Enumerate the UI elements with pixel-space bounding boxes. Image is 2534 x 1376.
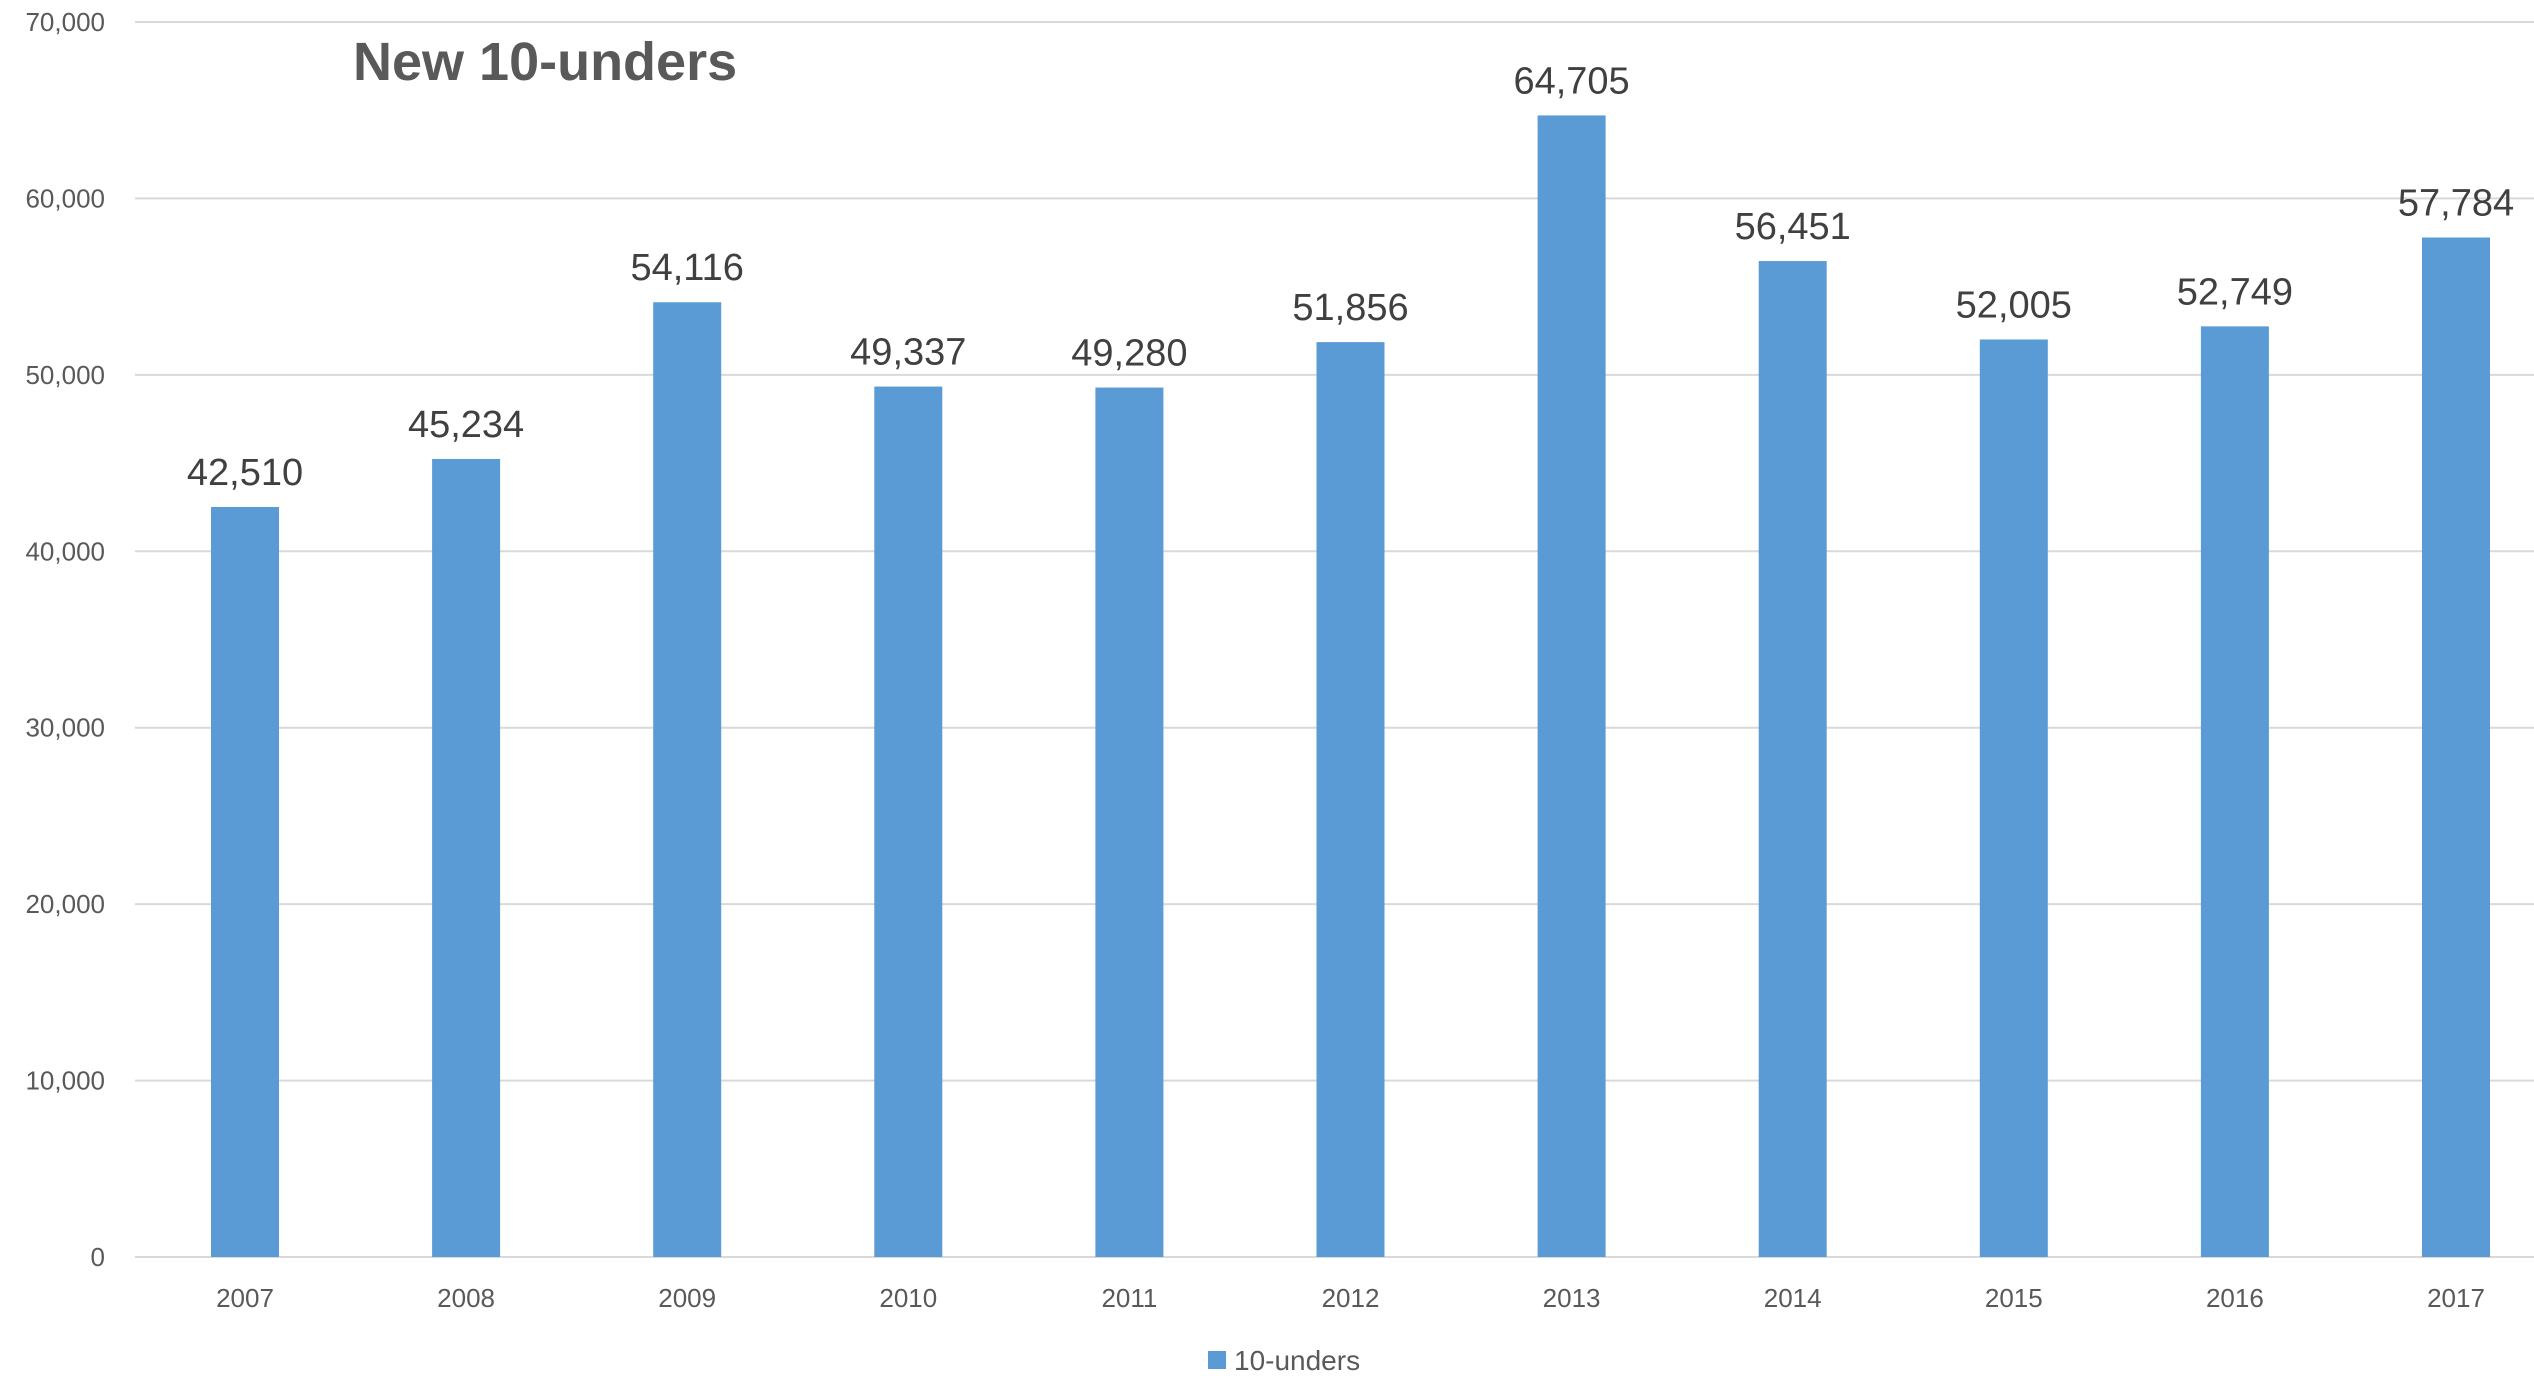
data-label: 52,005 [1956,284,2072,326]
y-tick-label: 0 [91,1242,105,1272]
x-tick-label: 2008 [437,1283,495,1313]
x-tick-label: 2011 [1101,1283,1157,1313]
data-label: 52,749 [2177,271,2293,313]
y-tick-label: 30,000 [25,713,105,743]
y-tick-label: 40,000 [25,536,105,566]
legend-swatch [1208,1351,1226,1369]
data-label: 42,510 [187,452,303,494]
y-tick-label: 20,000 [25,889,105,919]
x-tick-label: 2016 [2206,1283,2264,1313]
x-tick-label: 2015 [1985,1283,2043,1313]
data-label: 45,234 [408,404,524,446]
bar [432,458,501,1257]
bar [2200,326,2269,1257]
data-labels: 42,510 45,234 54,116 49,337 49,280 51,856 64,7… [187,60,2514,494]
x-tick-label: 2014 [1764,1283,1822,1313]
bar [2422,237,2490,1257]
bars [211,115,2490,1258]
x-tick-label: 2007 [216,1283,274,1313]
x-tick-label: 2017 [2427,1283,2485,1313]
data-label: 49,337 [850,332,966,374]
y-tick-label: 60,000 [25,183,105,213]
bar [1758,261,1827,1257]
data-label: 54,116 [630,247,743,289]
data-label: 56,451 [1735,206,1851,248]
data-label: 49,280 [1071,333,1187,375]
bar [874,386,943,1258]
legend: 10-unders [1208,1345,1360,1376]
y-tick-label: 50,000 [25,360,105,390]
bar [1979,339,2048,1257]
data-label: 57,784 [2398,183,2514,225]
x-axis-tick-labels: 2007 2008 2009 2010 2011 2012 2013 2014 2015 2016… [216,1283,2485,1313]
data-label: 64,705 [1513,60,1629,102]
bar [1316,342,1385,1257]
x-tick-label: 2010 [879,1283,937,1313]
x-tick-label: 2009 [658,1283,716,1313]
bar [1095,387,1164,1257]
y-axis-tick-labels: 0 10,000 20,000 30,000 40,000 50,000 60,000 70,… [25,7,105,1272]
legend-label: 10-unders [1234,1345,1360,1376]
x-tick-label: 2013 [1543,1283,1601,1313]
bar [653,302,722,1257]
chart-title: New 10-unders [353,32,737,92]
y-tick-label: 70,000 [25,7,105,37]
x-tick-label: 2012 [1322,1283,1380,1313]
y-tick-label: 10,000 [25,1066,105,1096]
data-label: 51,856 [1292,287,1408,329]
bar [211,507,279,1257]
bar [1537,115,1606,1257]
